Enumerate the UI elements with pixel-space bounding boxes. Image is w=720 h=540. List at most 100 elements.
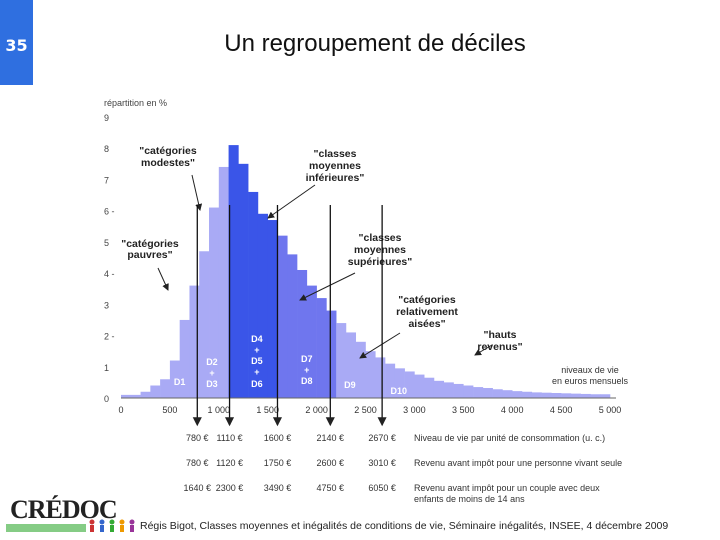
x-tick-label: 2 000	[305, 405, 328, 415]
x-tick-label: 1 000	[208, 405, 231, 415]
histogram-bar	[169, 360, 180, 398]
logo-wordmark: CRÉDOC	[10, 495, 117, 524]
x-tick-label: 3 000	[403, 405, 426, 415]
threshold-value: 1640 €	[184, 483, 212, 493]
x-tick-label: 2 500	[354, 405, 377, 415]
threshold-value: 2600 €	[317, 458, 345, 468]
x-tick-label: 500	[162, 405, 177, 415]
histogram-bar	[121, 394, 132, 398]
histogram-bar	[482, 388, 493, 398]
threshold-value: 2140 €	[317, 433, 345, 443]
annotation-label: "catégories	[398, 294, 456, 306]
histogram-bar	[502, 390, 513, 398]
annotation-arrow	[267, 184, 316, 219]
histogram-bar	[277, 235, 288, 398]
y-tick-label: 4 -	[104, 269, 115, 279]
decile-label: +	[254, 345, 259, 355]
histogram-bar	[580, 393, 591, 398]
annotation-label: relativement	[396, 306, 458, 318]
annotation-label: pauvres"	[127, 249, 172, 261]
threshold-row-label: enfants de moins de 14 ans	[414, 494, 525, 504]
annotation-label: aisées"	[408, 318, 445, 330]
histogram-bar	[345, 332, 357, 398]
histogram-bar	[590, 394, 601, 398]
histogram-bar	[355, 341, 366, 398]
histogram-bar	[160, 379, 171, 398]
annotation-label: moyennes	[354, 244, 406, 256]
threshold-value: 1120 €	[216, 458, 243, 468]
histogram-bar	[199, 251, 210, 398]
annotation-arrow	[474, 344, 493, 356]
footer-citation: Régis Bigot, Classes moyennes et inégali…	[140, 520, 669, 532]
decile-label: +	[304, 365, 309, 375]
threshold-value: 1110 €	[216, 433, 242, 443]
threshold-value: 3490 €	[264, 483, 292, 493]
threshold-value: 6050 €	[368, 483, 396, 493]
x-tick-label: 1 500	[256, 405, 279, 415]
histogram-bar	[414, 374, 425, 398]
annotation-label: supérieures"	[348, 256, 413, 268]
histogram-bar	[424, 377, 435, 398]
page-title: Un regroupement de déciles	[224, 30, 526, 57]
y-axis-label: répartition en %	[104, 98, 167, 108]
threshold-value: 2300 €	[216, 483, 244, 493]
annotation-arrow	[299, 272, 356, 301]
histogram-bar	[404, 371, 415, 398]
histogram-bar	[248, 191, 259, 398]
decile-label: D9	[344, 380, 356, 390]
histogram-bar	[512, 391, 523, 398]
y-tick-label: 3	[104, 300, 109, 310]
annotation-label: modestes"	[141, 157, 195, 169]
threshold-value: 3010 €	[368, 458, 396, 468]
histogram-bar	[375, 357, 386, 398]
histogram-bar	[238, 163, 249, 398]
histogram-bar	[365, 351, 376, 398]
threshold-value: 780 €	[186, 433, 209, 443]
credoc-logo: CRÉDOC	[6, 495, 135, 532]
histogram-bar	[306, 285, 317, 398]
histogram-bar	[336, 323, 347, 398]
decile-label: D5	[251, 356, 263, 366]
x-tick-label: 4 500	[550, 405, 573, 415]
logo-bar	[6, 524, 86, 532]
histogram-bar	[473, 387, 484, 398]
histogram-bar	[140, 391, 151, 398]
decile-label: D2	[206, 357, 218, 367]
y-tick-label: 7	[104, 175, 109, 185]
histogram-bar	[541, 392, 552, 398]
histogram-bar	[551, 393, 562, 398]
y-tick-label: 2 -	[104, 332, 115, 342]
histogram-bar	[179, 319, 190, 398]
histogram-bar	[492, 389, 503, 398]
annotation-label: "catégories	[139, 145, 197, 157]
annotation-label: "catégories	[121, 238, 179, 250]
decile-label: D8	[301, 376, 313, 386]
y-tick-label: 9	[104, 113, 109, 123]
x-axis-label: en euros mensuels	[552, 376, 629, 386]
histogram-bar	[267, 220, 278, 398]
histogram-bar	[463, 385, 474, 398]
x-tick-label: 3 500	[452, 405, 475, 415]
histogram-bar	[189, 285, 200, 398]
decile-label: D1	[174, 377, 186, 387]
x-tick-label: 5 000	[599, 405, 622, 415]
histogram-bar	[561, 393, 572, 398]
threshold-row-label: Revenu avant impôt pour une personne viv…	[414, 458, 622, 468]
decile-label: D10	[390, 386, 407, 396]
threshold-value: 1600 €	[264, 433, 292, 443]
logo-figures	[89, 519, 135, 532]
threshold-value: 780 €	[186, 458, 209, 468]
decile-label: D4	[251, 334, 263, 344]
y-tick-label: 1	[104, 363, 109, 373]
histogram-bar	[394, 368, 405, 398]
histogram-bar	[257, 213, 268, 398]
histogram-bar	[433, 380, 445, 398]
annotation-label: "classes	[359, 232, 402, 244]
decile-label: D7	[301, 354, 313, 364]
x-tick-label: 4 000	[501, 405, 524, 415]
threshold-value: 4750 €	[317, 483, 345, 493]
histogram-bar	[521, 391, 533, 398]
histogram-bar	[531, 392, 542, 398]
histogram-bar	[150, 385, 161, 398]
